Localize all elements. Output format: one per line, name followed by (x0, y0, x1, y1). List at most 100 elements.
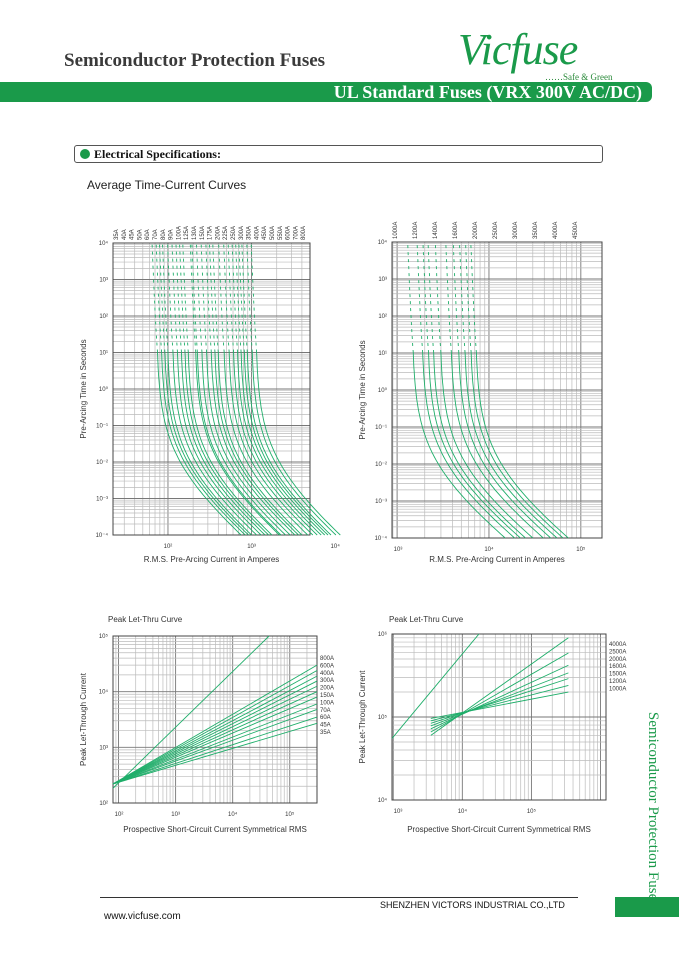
rating-label: 175A (208, 226, 214, 240)
time-current-curve (187, 352, 273, 536)
rating-label: 350A (247, 226, 253, 240)
y-tick-label: 10⁴ (378, 239, 388, 246)
rating-label: 1500A (609, 672, 626, 678)
time-current-curve-dashed (218, 242, 225, 353)
time-current-curve (243, 352, 329, 536)
rating-label: 2000A (473, 222, 479, 239)
vicfuse-logo: Vicfuse (458, 25, 578, 74)
time-current-curve-dashed (191, 242, 198, 353)
section-title: Electrical Specifications: (94, 147, 221, 161)
rating-label: 1000A (609, 686, 626, 692)
rating-label: 300A (320, 678, 334, 684)
rating-label: 250A (231, 226, 237, 240)
time-current-curve-dashed (231, 242, 239, 353)
time-current-curve (450, 352, 544, 539)
rating-label: 3000A (513, 222, 519, 239)
let-through-curve (430, 685, 569, 722)
x-axis-label: R.M.S. Pre-Arcing Current in Amperes (429, 555, 565, 564)
rating-label: 80A (161, 229, 167, 240)
rating-label: 600A (286, 226, 292, 240)
time-current-curve (167, 352, 252, 536)
rating-label: 700A (293, 226, 299, 240)
curves-subtitle: Average Time-Current Curves (87, 178, 247, 192)
side-title: Semiconductor Protection Fuses (645, 711, 661, 907)
section-header: Electrical Specifications: (74, 145, 603, 163)
let-through-curve (112, 675, 318, 785)
rating-label: 200A (320, 686, 334, 692)
time-current-curve-dashed (416, 241, 424, 354)
time-current-curve (184, 352, 270, 536)
rating-label: 60A (145, 229, 151, 240)
rating-label: 4000A (609, 642, 626, 648)
y-tick-label: 10⁰ (99, 386, 109, 393)
time-current-curve-dashed (205, 242, 212, 353)
footer-company: SHENZHEN VICTORS INDUSTRIAL CO.,LTD (380, 900, 565, 910)
rating-label: 70A (320, 708, 331, 714)
time-current-curve (237, 352, 322, 536)
time-current-curve (206, 352, 291, 536)
time-current-curve (177, 352, 262, 536)
rating-label: 200A (215, 226, 221, 240)
rating-label: 1600A (609, 664, 626, 670)
time-current-curve-dashed (246, 242, 253, 353)
x-tick-label: 10³ (394, 809, 403, 815)
time-current-curve (412, 352, 506, 539)
time-current-curve (246, 352, 332, 536)
y-tick-label: 10⁻² (96, 460, 108, 466)
y-tick-label: 10² (378, 314, 387, 320)
time-current-curve-dashed (158, 242, 166, 353)
y-tick-label: 10³ (378, 277, 387, 283)
rating-label: 150A (320, 693, 334, 699)
time-current-curve (464, 352, 558, 539)
rating-label: 100A (176, 226, 182, 240)
chart-3: 10² 10³ 10⁴ 10⁵ 10⁵ 10⁴ 10³ 10² Prospective Shor… (79, 615, 334, 834)
time-current-curve-dashed (209, 242, 216, 353)
time-current-curve-dashed (195, 242, 203, 353)
time-current-curve-dashed (470, 241, 477, 354)
time-current-curve (214, 352, 299, 536)
rating-label: 225A (223, 226, 229, 240)
bullet-icon (80, 149, 90, 159)
time-current-curve-dashed (407, 241, 414, 354)
time-current-curve (240, 352, 326, 536)
chart-2: 10³ 10⁴ 10⁵ 10⁴ 10³ 10² 10¹ 10⁰ 10⁻¹ 10⁻² 10⁻³ 10⁻⁴… (358, 222, 603, 564)
x-tick-label: 10⁴ (484, 546, 494, 553)
rating-label: 40A (122, 229, 128, 240)
rating-label: 1600A (453, 222, 459, 239)
rating-label: 45A (320, 723, 331, 729)
time-current-curve-dashed (151, 242, 158, 353)
time-current-curve-dashed (241, 242, 248, 353)
time-current-curve (161, 352, 246, 536)
chart-1: 10² 10³ 10⁴ 10⁴ 10³ 10² 10¹ 10⁰ 10⁻¹ 10⁻² 10⁻³ 10⁻⁴… (79, 226, 341, 564)
y-tick-label: 10⁻¹ (375, 425, 387, 431)
prospective-peak-line (391, 633, 480, 739)
rating-label: 2000A (609, 657, 626, 663)
rating-label: 4500A (573, 222, 579, 239)
x-axis-label: Prospective Short-Circuit Current Symmet… (407, 825, 591, 834)
let-through-curve (112, 708, 318, 785)
time-current-curve (475, 352, 569, 539)
rating-label: 130A (192, 226, 198, 240)
footer-url: www.vicfuse.com (104, 911, 181, 922)
rating-label: 2500A (493, 222, 499, 239)
y-tick-label: 10⁴ (99, 240, 109, 247)
time-current-curve (470, 352, 564, 539)
rating-label: 500A (270, 226, 276, 240)
time-current-curve (422, 352, 515, 539)
rating-label: 400A (254, 226, 260, 240)
header-title: Semiconductor Protection Fuses (64, 50, 326, 71)
banner-title: UL Standard Fuses (VRX 300V AC/DC) (333, 82, 642, 102)
let-through-curve (112, 685, 318, 785)
time-current-curve (181, 352, 266, 536)
plot-frame (391, 633, 607, 801)
y-tick-label: 10⁻³ (96, 497, 108, 503)
rating-label: 2500A (609, 649, 626, 655)
y-tick-label: 10⁻¹ (96, 424, 108, 430)
rating-label: 45A (130, 229, 136, 240)
time-current-curve (196, 352, 282, 536)
y-tick-label: 10⁻² (375, 462, 387, 468)
chart-title: Peak Let-Thru Curve (389, 615, 464, 624)
y-tick-label: 10² (99, 801, 108, 807)
plot-frame (112, 635, 318, 804)
